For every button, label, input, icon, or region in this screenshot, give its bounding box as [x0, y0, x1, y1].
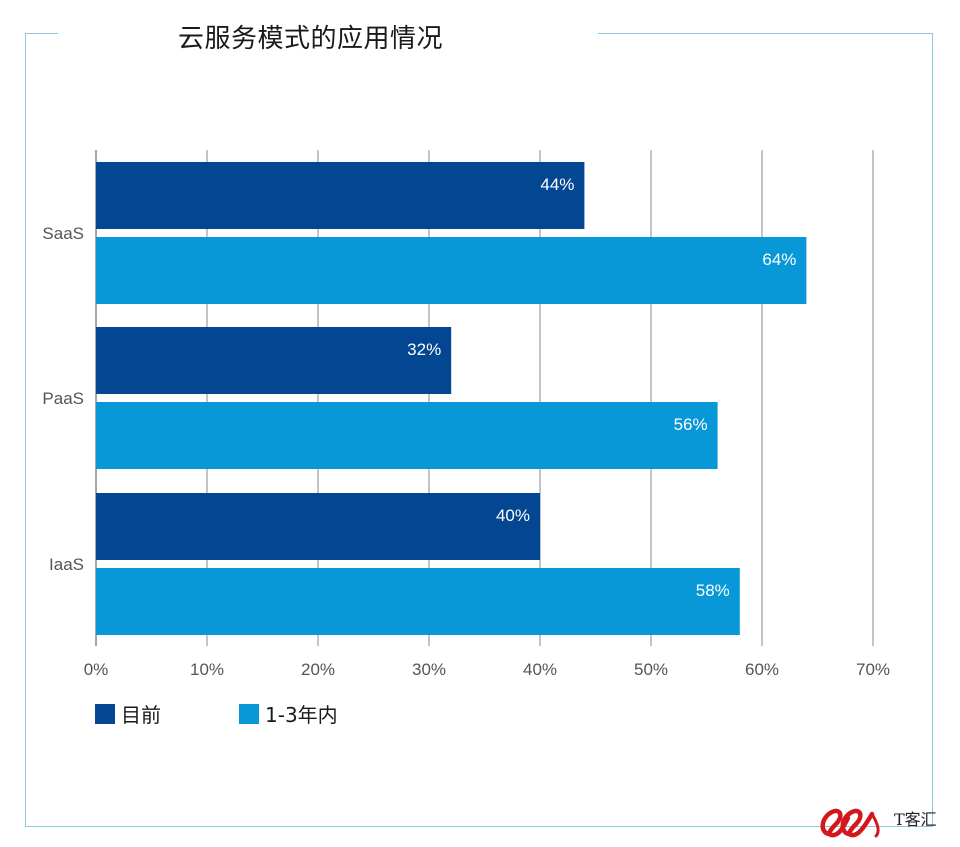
- x-tick-label: 40%: [523, 660, 557, 679]
- data-label: 56%: [674, 415, 708, 434]
- x-tick-label: 50%: [634, 660, 668, 679]
- x-tick-label: 30%: [412, 660, 446, 679]
- data-label: 32%: [407, 340, 441, 359]
- x-tick-label: 0%: [84, 660, 109, 679]
- bar-current: [96, 493, 540, 560]
- chart-title: 云服务模式的应用情况: [178, 24, 444, 54]
- x-tick-label: 60%: [745, 660, 779, 679]
- legend-swatch-future: [239, 703, 259, 724]
- bar-current: [96, 162, 585, 229]
- legend-item-future: 1-3年内: [239, 699, 338, 728]
- title-background: [58, 20, 598, 50]
- bar-future: [96, 237, 807, 304]
- bar-current: [96, 327, 452, 394]
- legend-item-current: 目前: [95, 699, 161, 728]
- category-label: PaaS: [42, 389, 84, 408]
- data-label: 58%: [696, 581, 730, 600]
- watermark-text: T客汇: [894, 810, 937, 829]
- bar-future: [96, 402, 718, 469]
- data-label: 40%: [496, 506, 530, 525]
- legend-label-current: 目前: [121, 703, 161, 727]
- legend-label-future: 1-3年内: [265, 703, 338, 727]
- data-label: 64%: [762, 250, 796, 269]
- it-logo-icon: [820, 808, 880, 838]
- bar-future: [96, 568, 740, 635]
- legend-swatch-current: [95, 703, 115, 724]
- data-label: 44%: [540, 175, 574, 194]
- x-tick-label: 70%: [856, 660, 890, 679]
- category-label: IaaS: [49, 555, 84, 574]
- category-label: SaaS: [42, 224, 84, 243]
- x-tick-label: 10%: [190, 660, 224, 679]
- legend: 目前 1-3年内: [95, 699, 338, 728]
- x-tick-label: 20%: [301, 660, 335, 679]
